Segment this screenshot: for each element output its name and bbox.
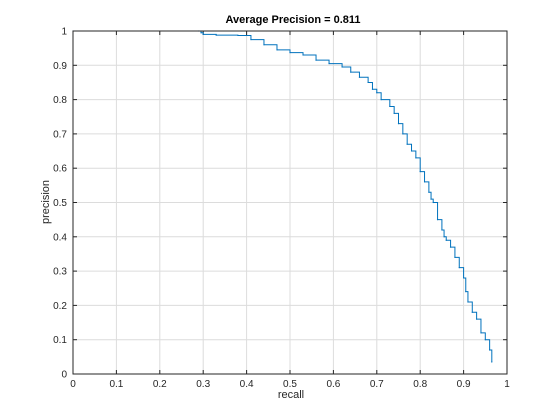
- data-point: [237, 34, 239, 37]
- data-point: [471, 311, 473, 313]
- data-point: [263, 44, 265, 46]
- data-point: [484, 339, 486, 341]
- data-point: [436, 219, 439, 221]
- data-point: [350, 71, 352, 73]
- data-point: [454, 256, 456, 258]
- data-point: [328, 62, 330, 65]
- data-point: [491, 361, 493, 363]
- plot-frame: [72, 30, 508, 375]
- data-point: [393, 112, 395, 114]
- data-point: [341, 66, 343, 68]
- data-point: [250, 38, 252, 41]
- data-point: [367, 81, 369, 84]
- x-tick-label: 0.2: [153, 379, 167, 390]
- x-tick-label: 0.1: [109, 379, 123, 390]
- data-point: [200, 32, 202, 34]
- data-point: [402, 133, 404, 135]
- data-point: [289, 52, 291, 54]
- data-point: [463, 277, 465, 279]
- data-point: [406, 143, 408, 145]
- y-tick-label: 0.3: [53, 267, 67, 278]
- y-tick-label: 0.9: [53, 61, 67, 72]
- axis-ticks: 0 0.1 0.2 0.3 0.4 0.5 0.6 0.7 0.8 0.9 1 0 0.1 0.2 0.3 0…: [53, 27, 510, 391]
- y-tick-label: 0.2: [53, 301, 67, 312]
- y-tick-label: 1: [61, 27, 67, 38]
- data-point: [376, 92, 378, 94]
- data-point: [415, 157, 417, 159]
- y-tick-label: 0.7: [53, 129, 67, 140]
- x-tick-label: 0.5: [283, 379, 297, 390]
- data-point: [445, 239, 447, 241]
- data-point: [215, 34, 217, 36]
- data-point: [410, 150, 413, 152]
- data-point: [276, 49, 278, 51]
- y-tick-label: 0: [61, 370, 67, 381]
- y-tick-label: 0.5: [53, 198, 67, 209]
- data-point: [449, 246, 452, 248]
- x-tick-label: 1: [504, 379, 510, 390]
- x-tick-label: 0: [70, 379, 76, 390]
- data-point: [397, 123, 400, 125]
- data-point: [315, 59, 317, 61]
- data-point: [467, 301, 469, 303]
- data-point: [389, 105, 391, 108]
- data-point: [441, 229, 443, 231]
- series-layer: [72, 30, 493, 363]
- grid: [72, 30, 508, 375]
- x-tick-label: 0.9: [457, 379, 471, 390]
- y-axis-label: precision: [40, 180, 52, 224]
- data-point: [476, 318, 478, 320]
- data-point: [419, 171, 421, 173]
- x-tick-label: 0.4: [240, 379, 254, 390]
- chart-title: Average Precision = 0.811: [225, 14, 360, 26]
- data-point: [443, 236, 445, 238]
- x-tick-label: 0.7: [370, 379, 384, 390]
- x-tick-label: 0.3: [196, 379, 210, 390]
- data-point: [480, 332, 482, 334]
- y-tick-label: 0.1: [53, 335, 67, 346]
- y-tick-label: 0.6: [53, 164, 67, 175]
- x-axis-label: recall: [278, 389, 304, 401]
- data-point: [358, 76, 361, 78]
- x-tick-label: 0.6: [326, 379, 340, 390]
- data-point: [432, 201, 434, 204]
- data-point: [428, 191, 430, 193]
- data-point: [380, 99, 382, 101]
- data-point: [302, 54, 304, 56]
- data-point: [430, 198, 432, 200]
- data-point: [458, 267, 460, 269]
- data-point: [371, 88, 374, 90]
- series-line: [73, 30, 493, 362]
- data-point: [489, 349, 491, 351]
- data-point: [423, 181, 426, 183]
- y-tick-label: 0.4: [53, 232, 67, 243]
- data-point: [465, 291, 467, 293]
- data-point: [202, 33, 204, 36]
- y-tick-label: 0.8: [53, 95, 67, 106]
- x-tick-label: 0.8: [413, 379, 427, 390]
